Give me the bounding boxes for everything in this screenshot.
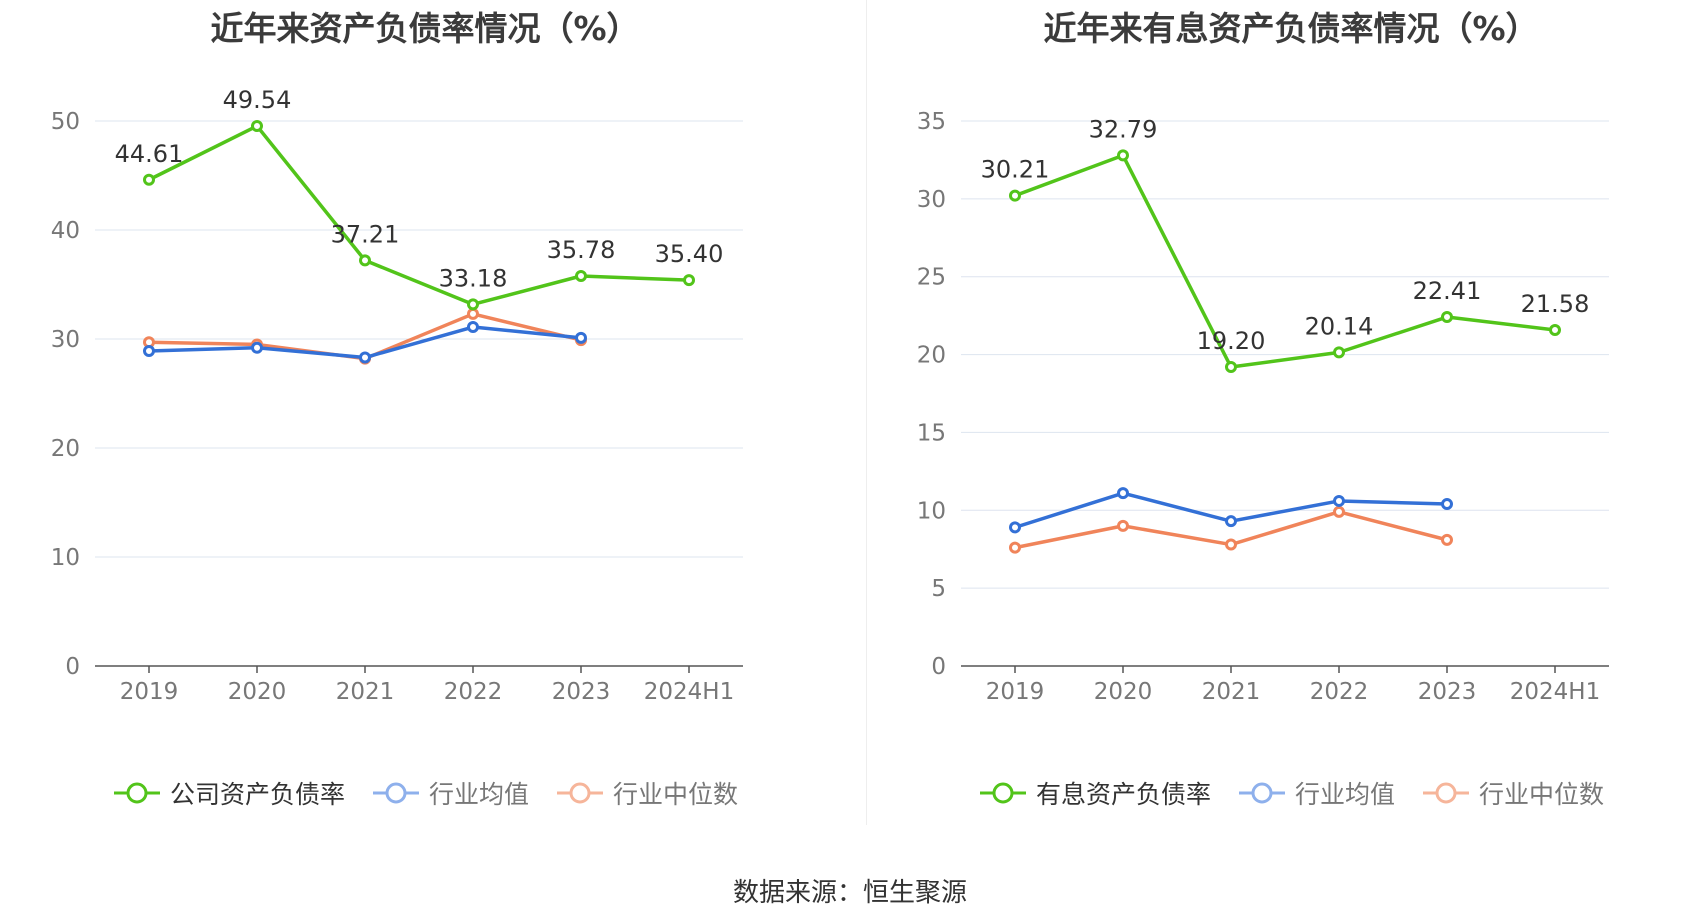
legend-label: 有息资产负债率 [1035,780,1211,809]
x-tick-label: 2020 [228,679,287,705]
left-chart-panel: 近年来资产负债率情况（%） 0 10 20 30 40 50 2019 2020 2021 202… [0,0,850,840]
x-tick-label: 2024H1 [644,679,734,705]
line-chart: 0 5 10 15 20 25 30 35 2019 2020 2021 2022 2023 2024H1… [917,109,1609,705]
chart-title: 近年来有息资产负债率情况（%） [1043,9,1539,48]
legend-line-marker-icon [979,782,1026,804]
data-label: 44.61 [115,140,184,168]
legend-line-marker-icon [113,782,160,804]
y-tick-label: 15 [917,420,946,446]
y-tick-label: 40 [51,218,80,244]
data-point[interactable] [575,331,587,344]
x-tick-label: 2024H1 [1510,679,1600,705]
legend-item-industry-mean[interactable]: 行业均值 [1237,775,1395,811]
legend-line-marker-icon [1238,782,1285,804]
legend-label: 行业均值 [428,780,529,809]
data-label: 22.41 [1413,277,1482,305]
legend: 有息资产负债率 行业均值 行业中位数 [866,775,1700,811]
y-tick-label: 20 [51,436,80,462]
data-point[interactable] [143,173,155,186]
y-tick-label: 20 [917,343,946,369]
x-tick-label: 2021 [336,679,395,705]
x-tick-label: 2020 [1094,679,1153,705]
data-point[interactable] [1009,541,1021,554]
legend-line-marker-icon [372,782,419,804]
data-point[interactable] [1117,519,1129,532]
x-tick-label: 2023 [552,679,611,705]
data-point[interactable] [359,254,371,267]
x-tick-label: 2023 [1418,679,1477,705]
right-chart-panel: 近年来有息资产负债率情况（%） 0 5 10 15 20 25 30 35 2019 2020 20… [866,0,1700,840]
data-point[interactable] [1549,323,1561,336]
x-tick-label: 2019 [120,679,179,705]
data-point[interactable] [1333,505,1345,518]
x-tick-label: 2022 [444,679,503,705]
legend-line-marker-icon [1423,782,1469,804]
panel-divider [866,0,867,825]
data-label: 49.54 [223,86,292,114]
data-point[interactable] [575,269,587,282]
legend-item-industry-mean[interactable]: 行业均值 [371,775,529,811]
x-tick-label: 2021 [1202,679,1261,705]
data-label: 32.79 [1089,115,1158,143]
legend-item-industry-median[interactable]: 行业中位数 [1421,775,1604,811]
data-point[interactable] [1333,494,1345,507]
legend-item-interest-bearing[interactable]: 有息资产负债率 [978,775,1211,811]
data-label: 20.14 [1305,312,1374,340]
chart-title: 近年来资产负债率情况（%） [210,9,640,48]
series-line [148,124,690,307]
data-point[interactable] [143,344,155,357]
data-point[interactable] [1333,346,1345,359]
data-point[interactable] [467,307,479,320]
data-label: 33.18 [439,264,508,292]
y-tick-label: 30 [51,327,80,353]
data-point[interactable] [467,298,479,311]
x-tick-label: 2019 [986,679,1045,705]
data-point[interactable] [467,321,479,334]
data-point[interactable] [1225,361,1237,374]
data-source-note: 数据来源：恒生聚源 [732,878,967,908]
data-point[interactable] [1225,538,1237,551]
data-point[interactable] [1225,515,1237,528]
line-chart: 0 10 20 30 40 50 2019 2020 2021 2022 2023 2024H1 44.… [51,86,743,705]
legend-label: 行业中位数 [613,780,739,809]
x-tick-label: 2022 [1310,679,1369,705]
y-tick-label: 0 [931,654,946,680]
data-point[interactable] [251,341,263,354]
legend-item-industry-median[interactable]: 行业中位数 [555,775,738,811]
y-tick-label: 5 [931,576,946,602]
data-point[interactable] [1441,498,1453,511]
data-point[interactable] [1441,311,1453,324]
legend-line-marker-icon [557,782,603,804]
legend-label: 行业均值 [1294,780,1395,809]
y-tick-label: 10 [51,545,80,571]
y-tick-label: 50 [51,109,80,135]
data-point[interactable] [1117,149,1129,162]
y-tick-label: 30 [917,187,946,213]
data-point[interactable] [1009,189,1021,202]
y-tick-label: 25 [917,265,946,291]
data-label: 21.58 [1521,290,1590,318]
series-line [1014,153,1556,369]
data-label: 35.40 [655,240,724,268]
data-point[interactable] [683,274,695,287]
data-label: 35.78 [547,236,616,264]
legend: 公司资产负债率 行业均值 行业中位数 [0,775,850,811]
data-label: 37.21 [331,220,400,248]
data-point[interactable] [1441,533,1453,546]
legend-item-company[interactable]: 公司资产负债率 [112,775,345,811]
data-point[interactable] [251,120,263,133]
legend-label: 公司资产负债率 [169,780,345,809]
data-point[interactable] [359,351,371,364]
legend-label: 行业中位数 [1479,780,1605,809]
data-point[interactable] [1009,521,1021,534]
data-label: 30.21 [981,156,1050,184]
data-label: 19.20 [1197,327,1266,355]
y-tick-label: 35 [917,109,946,135]
data-point[interactable] [1117,487,1129,500]
y-tick-label: 10 [917,498,946,524]
y-tick-label: 0 [65,654,80,680]
